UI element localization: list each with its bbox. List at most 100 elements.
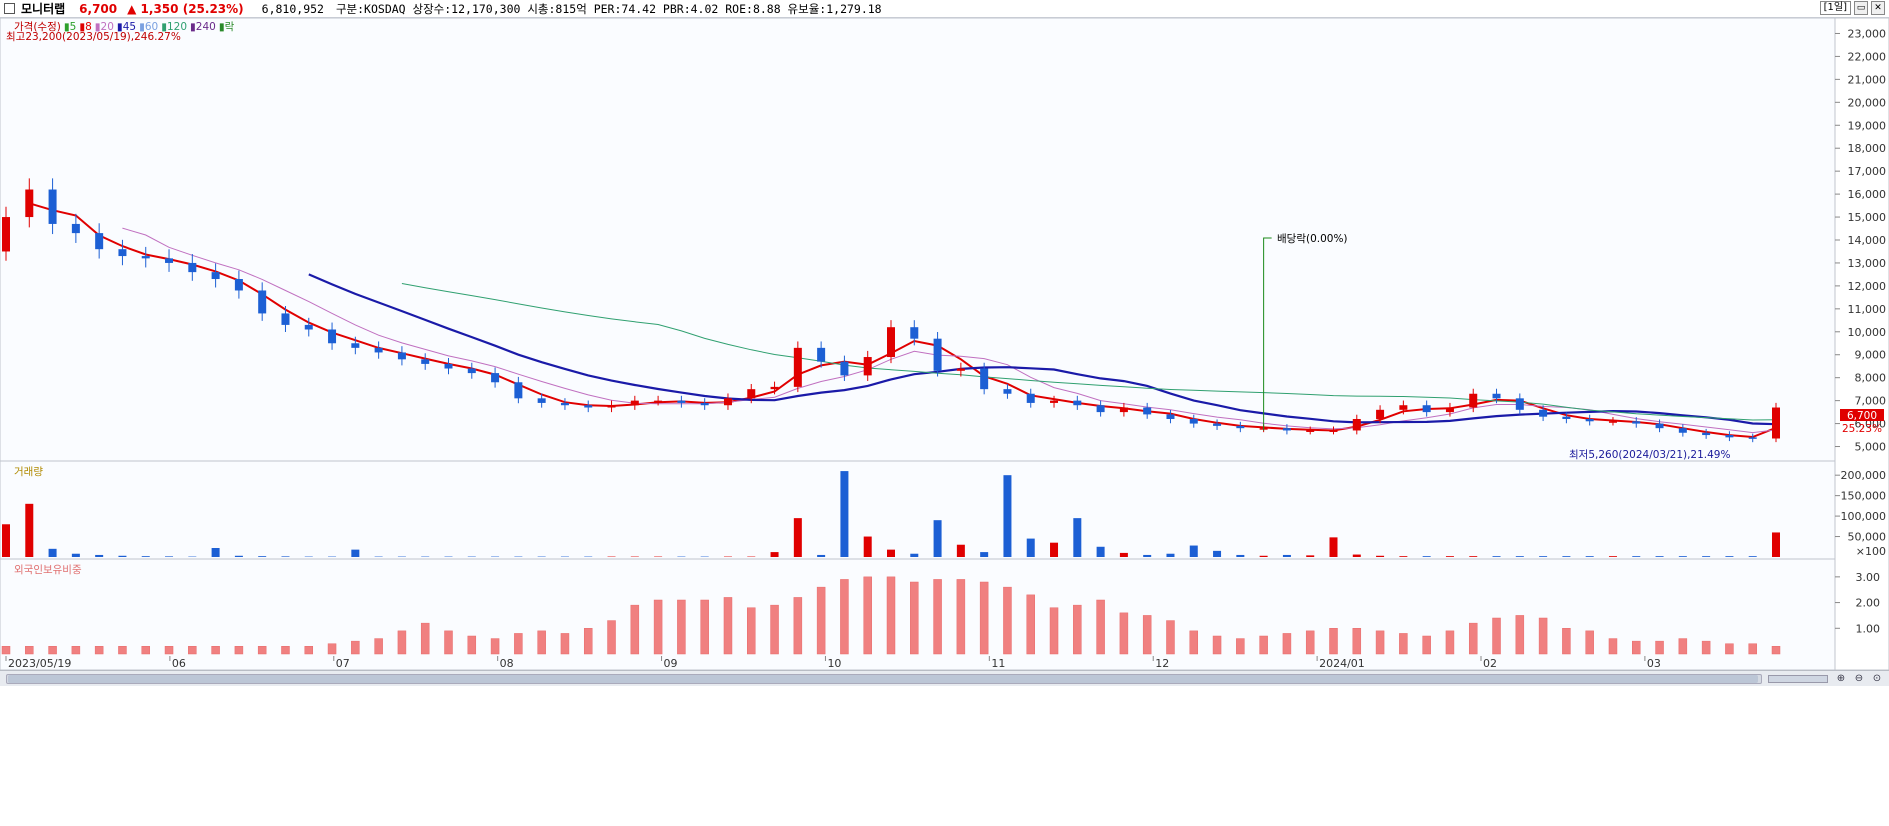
foreign-bar [770, 604, 779, 655]
foreign-bar [700, 599, 709, 655]
period-button[interactable]: [1일] [1819, 1, 1851, 15]
candle-body [1562, 416, 1571, 419]
candle-body [723, 398, 732, 406]
candle-body [1189, 418, 1198, 424]
volume-bar [1585, 556, 1594, 557]
foreign-bar [840, 579, 849, 655]
candle-body [374, 347, 383, 353]
candle-body [304, 324, 313, 330]
foreign-bar [956, 579, 966, 655]
candle-body [1608, 421, 1617, 423]
x-tick-label: 11 [991, 657, 1005, 670]
stock-chart[interactable]: 23,000 22,000 21,000 20,000 19,000 18,000 17,0… [0, 18, 1889, 670]
volume-bar [234, 555, 243, 557]
foreign-bar [1422, 635, 1431, 655]
foreign-bar [1492, 617, 1501, 655]
zoom-in-icon[interactable]: ⊕ [1836, 673, 1846, 684]
foreign-legend: 외국인보유비중 [14, 564, 82, 576]
restore-icon[interactable]: ▭ [1854, 1, 1868, 15]
foreign-bar [677, 599, 686, 655]
stock-header: 모니터랩 6,700 ▲ 1,350 (25.23%) 6,810,952 구분… [0, 0, 1889, 18]
foreign-bar [1399, 633, 1408, 655]
price-tick-label: 15,000 [1848, 211, 1887, 224]
volume-bar [1143, 554, 1152, 557]
candle-body [165, 258, 174, 263]
volume-bar [1003, 475, 1012, 557]
volume-bar [863, 536, 872, 557]
candle-body [234, 279, 243, 291]
candle-body [863, 357, 872, 376]
close-icon[interactable]: ✕ [1871, 1, 1885, 15]
candle-body [397, 352, 406, 360]
foreign-bar [1585, 630, 1594, 655]
foreign-bar [141, 646, 150, 655]
x-tick-label: 10 [827, 657, 841, 670]
foreign-bar [327, 643, 337, 655]
foreign-bar [1003, 586, 1012, 655]
foreign-bar [48, 646, 57, 655]
candle-body [211, 272, 220, 280]
foreign-bar [304, 646, 314, 655]
price-tick-label: 12,000 [1848, 280, 1887, 293]
volume-tick-label: 50,000 [1848, 531, 1887, 544]
foreign-bar [467, 635, 477, 655]
price-tick-label: 19,000 [1848, 119, 1887, 132]
candle-body [980, 368, 989, 390]
foreign-bar [118, 646, 127, 655]
foreign-bar [1468, 622, 1478, 655]
candle-body [1329, 430, 1338, 432]
candle-body [1445, 407, 1454, 413]
foreign-bar [71, 646, 81, 655]
zoom-reset-icon[interactable]: ⊙ [1872, 673, 1882, 684]
candle-body [747, 389, 756, 399]
scroll-thumb[interactable] [8, 675, 1758, 683]
volume-bar [933, 520, 942, 557]
candle-body [1376, 409, 1385, 419]
volume-bar [1050, 542, 1059, 557]
candle-body [1515, 398, 1524, 410]
volume-bar [1306, 555, 1315, 557]
foreign-bar [979, 581, 989, 655]
stock-checkbox[interactable] [4, 3, 15, 14]
ma-legend-60: ▮60 [139, 21, 159, 33]
x-tick-label: 06 [172, 657, 186, 670]
candle-body [1073, 400, 1082, 406]
candle-body [188, 262, 197, 273]
candle-body [956, 368, 965, 371]
candle-body [584, 405, 593, 408]
candle-body [1772, 407, 1780, 439]
candle-body [281, 313, 290, 325]
candle-body [840, 361, 849, 376]
bottom-scrollbar: ⊕ ⊖ ⊙ [0, 670, 1889, 686]
foreign-bar [257, 646, 267, 655]
foreign-bar [1212, 635, 1222, 655]
ma-legend-120: ▮120 [161, 21, 188, 33]
volume-bar [1632, 556, 1641, 557]
foreign-bar [1305, 630, 1315, 655]
zoom-out-icon[interactable]: ⊖ [1854, 673, 1864, 684]
foreign-bar [653, 599, 663, 655]
volume-bar [1166, 553, 1175, 557]
candle-body [1282, 428, 1291, 431]
foreign-bar [94, 646, 104, 655]
range-slider[interactable] [1768, 675, 1828, 683]
candle-body [1702, 432, 1711, 436]
candle-body [1306, 430, 1315, 432]
candle-body [1143, 407, 1152, 415]
foreign-bar [164, 646, 174, 655]
volume-bar [910, 553, 919, 557]
price-change: ▲ 1,350 (25.23%) [127, 1, 244, 16]
ma-legend-5: ▮5 [63, 21, 77, 33]
foreign-bar [1608, 638, 1618, 655]
volume-bar [1119, 552, 1128, 557]
volume-bar [1725, 556, 1734, 557]
ma-legend-락: ▮락 [218, 21, 235, 33]
price-tick-label: 18,000 [1848, 142, 1887, 155]
foreign-bar [1, 646, 11, 655]
foreign-bar [537, 630, 546, 655]
foreign-bar [211, 646, 220, 655]
candle-body [25, 189, 34, 218]
foreign-bar [1445, 630, 1455, 655]
volume-bar [1655, 556, 1664, 557]
candle-body [537, 398, 546, 403]
